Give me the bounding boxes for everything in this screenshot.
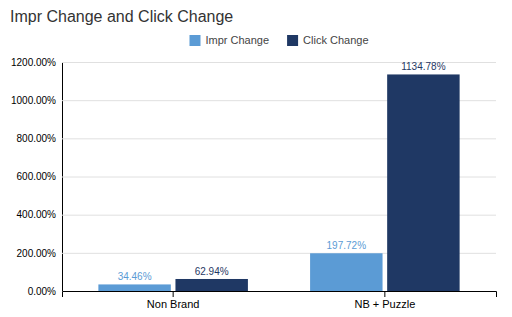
y-tick-label: 800.00% — [17, 133, 57, 144]
x-tick-label: Non Brand — [147, 298, 200, 310]
y-tick-label: 0.00% — [28, 286, 56, 297]
bars — [98, 74, 459, 291]
bar — [175, 279, 247, 291]
legend: Impr Change Click Change — [189, 34, 368, 46]
bar — [387, 74, 459, 291]
legend-item: Impr Change — [189, 34, 269, 46]
x-tick-mark — [384, 291, 385, 297]
legend-swatch — [287, 35, 298, 46]
title: Impr Change and Click Change — [10, 8, 233, 25]
legend-item: Click Change — [287, 34, 368, 46]
x-tick: NB + Puzzle — [354, 291, 415, 310]
data-label: 62.94% — [195, 266, 229, 277]
bar — [310, 253, 382, 291]
data-label: 1134.78% — [401, 61, 445, 72]
y-tick-label: 200.00% — [17, 248, 57, 259]
y-tick-label: 1000.00% — [11, 95, 56, 106]
bar — [98, 284, 170, 291]
x-tick-label: NB + Puzzle — [354, 298, 415, 310]
legend-label: Impr Change — [205, 34, 269, 46]
x-tick-mark — [173, 291, 174, 297]
legend-swatch — [189, 35, 200, 46]
data-labels: 34.46% 197.72% 62.94% 1134.78% — [118, 61, 446, 282]
chart: Impr Change and Click Change 0.00% 200.00%… — [0, 0, 512, 317]
plot: 0.00% 200.00% 400.00% 600.00% 800.00% 1000.00… — [11, 57, 497, 310]
data-label: 197.72% — [327, 240, 367, 251]
y-axis: 0.00% 200.00% 400.00% 600.00% 800.00% 1000.00… — [11, 57, 496, 297]
y-tick-label: 1200.00% — [11, 57, 56, 68]
legend-label: Click Change — [303, 34, 368, 46]
x-axis: Non Brand NB + Puzzle — [63, 291, 497, 310]
x-tick: Non Brand — [147, 291, 200, 310]
y-tick-label: 600.00% — [17, 171, 57, 182]
y-tick-label: 400.00% — [17, 209, 57, 220]
y-axis-line — [63, 63, 497, 292]
x-axis-line — [63, 292, 497, 298]
data-label: 34.46% — [118, 271, 152, 282]
